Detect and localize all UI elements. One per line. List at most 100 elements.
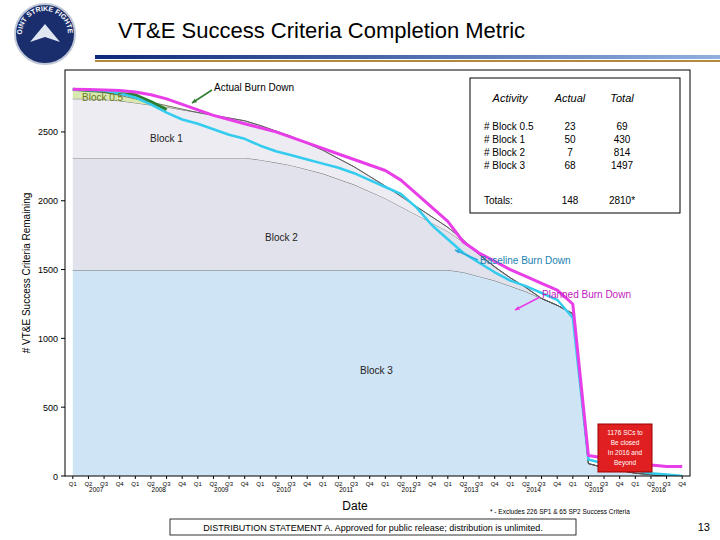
table-cell: 69 <box>616 121 628 132</box>
year-label: 2008 <box>152 486 167 493</box>
x-tick-label: Q4 <box>303 481 312 487</box>
x-tick <box>322 476 323 479</box>
x-tick <box>432 476 433 479</box>
x-tick <box>260 476 261 479</box>
series-label: Block 3 <box>360 365 393 376</box>
x-tick <box>213 476 214 479</box>
x-tick <box>104 476 105 479</box>
table-cell: # Block 1 <box>484 134 526 145</box>
x-tick-label: Q1 <box>569 481 578 487</box>
x-tick <box>635 476 636 479</box>
series-label: Block 1 <box>150 133 183 144</box>
year-label: 2013 <box>464 486 479 493</box>
table-cell: 50 <box>564 134 576 145</box>
x-tick <box>510 476 511 479</box>
x-tick-label: Q4 <box>491 481 500 487</box>
annotation: Baseline Burn Down <box>480 255 571 266</box>
x-tick <box>666 476 667 479</box>
x-tick-label: Q4 <box>428 481 437 487</box>
year-label: 2007 <box>89 486 104 493</box>
x-tick-label: Q1 <box>381 481 390 487</box>
x-tick <box>307 476 308 479</box>
logo-jet <box>30 24 60 42</box>
table-cell: 1497 <box>611 160 634 171</box>
x-tick <box>619 476 620 479</box>
x-tick <box>572 476 573 479</box>
year-label: 2010 <box>277 486 292 493</box>
x-tick <box>400 476 401 479</box>
y-tick <box>61 407 65 408</box>
area <box>73 270 682 476</box>
x-tick-label: Q1 <box>256 481 265 487</box>
x-tick-label: Q4 <box>178 481 187 487</box>
y-tick <box>61 476 65 477</box>
x-tick-label: Q1 <box>506 481 515 487</box>
arrow <box>455 250 478 260</box>
footer-box <box>170 519 576 535</box>
distribution-statement: DISTRIBUTION STATEMENT A. Approved for p… <box>203 523 543 533</box>
plot-bg <box>65 70 690 476</box>
logo <box>15 4 75 64</box>
y-tick-label: 1500 <box>38 265 58 275</box>
x-tick-label: Q1 <box>194 481 203 487</box>
y-axis-label: # VT&E Success Criteria Remaining <box>21 193 32 354</box>
x-tick <box>494 476 495 479</box>
callout-text: In 2016 and <box>608 449 643 456</box>
title: VT&E Success Criteria Completion Metric <box>118 18 525 43</box>
y-tick <box>61 338 65 339</box>
logo-text-path: JOINT STRIKE FIGHTER <box>0 0 74 35</box>
y-tick-label: 500 <box>43 403 58 413</box>
x-tick <box>354 476 355 479</box>
callout-text: Beyond <box>614 459 636 467</box>
callout-box <box>598 424 652 472</box>
year-label: 2015 <box>589 486 604 493</box>
annotation: Actual Burn Down <box>214 82 294 93</box>
table-header: Total <box>610 92 634 104</box>
x-tick-label: Q1 <box>131 481 140 487</box>
annotation: Planned Burn Down <box>542 289 631 300</box>
x-tick-label: Q1 <box>319 481 328 487</box>
x-tick <box>416 476 417 479</box>
table-header: Actual <box>554 92 586 104</box>
arrow-head <box>515 306 520 310</box>
table-cell: 23 <box>564 121 576 132</box>
header-bar <box>95 55 720 59</box>
x-tick <box>541 476 542 479</box>
x-tick-label: Q4 <box>241 481 250 487</box>
table-cell: # Block 3 <box>484 160 526 171</box>
x-tick <box>385 476 386 479</box>
y-tick-label: 1000 <box>38 334 58 344</box>
arrow-head <box>455 250 460 254</box>
table-cell: # Block 2 <box>484 147 526 158</box>
x-tick <box>88 476 89 479</box>
x-tick-label: Q4 <box>616 481 625 487</box>
x-tick <box>447 476 448 479</box>
x-tick-label: Q4 <box>366 481 375 487</box>
y-tick-label: 2000 <box>38 196 58 206</box>
table-total: 148 <box>562 195 579 206</box>
x-tick <box>291 476 292 479</box>
series-label: Block 2 <box>265 232 298 243</box>
table-cell: # Block 0.5 <box>484 121 534 132</box>
x-tick <box>650 476 651 479</box>
year-label: 2011 <box>339 486 353 493</box>
logo-text: JOINT STRIKE FIGHTER <box>0 0 74 35</box>
arrow <box>192 90 212 103</box>
year-label: 2012 <box>402 486 417 493</box>
x-tick <box>244 476 245 479</box>
x-tick <box>682 476 683 479</box>
x-tick <box>338 476 339 479</box>
x-tick <box>135 476 136 479</box>
table-cell: 814 <box>614 147 631 158</box>
year-label: 2016 <box>652 486 667 493</box>
year-label: 2009 <box>214 486 229 493</box>
x-tick <box>369 476 370 479</box>
x-tick <box>604 476 605 479</box>
x-tick <box>479 476 480 479</box>
x-tick-label: Q4 <box>553 481 562 487</box>
x-tick <box>229 476 230 479</box>
x-tick-label: Q1 <box>69 481 78 487</box>
y-tick <box>61 200 65 201</box>
footnote: * - Excludes 226 SP1 & 65 SP2 Success Cr… <box>490 508 630 515</box>
x-tick <box>150 476 151 479</box>
